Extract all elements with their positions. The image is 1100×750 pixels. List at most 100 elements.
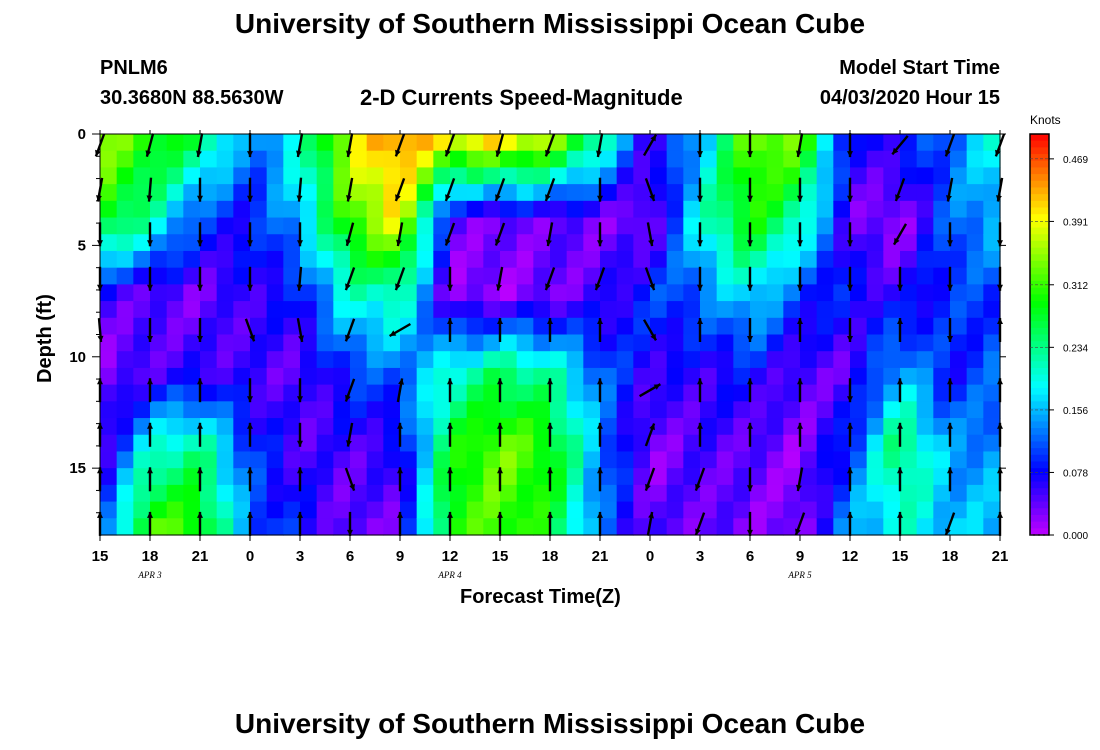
colorbar-tick-label: 0.078 — [1063, 468, 1088, 479]
heatmap-cell — [116, 401, 134, 419]
heatmap-cell — [750, 367, 768, 386]
heatmap-cell — [816, 167, 834, 185]
heatmap-cell — [866, 134, 884, 152]
heatmap-cell — [666, 451, 684, 469]
heatmap-cell — [750, 484, 768, 503]
heatmap-cell — [566, 418, 584, 436]
heatmap-cell — [116, 200, 134, 219]
heatmap-cell — [850, 384, 868, 402]
current-arrow — [597, 222, 603, 247]
heatmap-cell — [500, 200, 518, 219]
heatmap-cell — [383, 234, 401, 252]
current-arrow — [547, 378, 553, 403]
heatmap-cell — [800, 284, 818, 302]
heatmap-cell — [200, 484, 218, 503]
heatmap-cell — [300, 367, 318, 386]
heatmap-cell — [200, 200, 218, 219]
heatmap-cell — [150, 217, 168, 235]
heatmap-cell — [416, 267, 434, 285]
current-arrow — [797, 378, 803, 403]
heatmap-cell — [616, 418, 634, 436]
colorbar-step — [1030, 488, 1049, 496]
heatmap-cell — [583, 150, 601, 169]
heatmap-cell — [500, 334, 518, 352]
heatmap-cell — [783, 418, 801, 436]
heatmap-cell — [683, 468, 701, 486]
heatmap-cell — [283, 301, 301, 319]
heatmap-cell — [133, 284, 151, 302]
heatmap-cell — [533, 367, 551, 386]
heatmap-cell — [566, 250, 584, 269]
heatmap-cell — [400, 334, 418, 352]
heatmap-cell — [550, 484, 568, 503]
heatmap-cell — [333, 351, 351, 369]
heatmap-cell — [250, 351, 268, 369]
heatmap-cell — [800, 317, 818, 336]
heatmap-cell — [766, 134, 784, 152]
heatmap-cell — [550, 351, 568, 369]
colorbar-step — [1030, 508, 1049, 516]
colorbar-step — [1030, 154, 1049, 162]
heatmap-cell — [800, 267, 818, 285]
heatmap-cell — [150, 351, 168, 369]
heatmap-cell — [400, 301, 418, 319]
heatmap-cell — [900, 250, 918, 269]
heatmap-cell — [350, 384, 368, 402]
current-arrow — [396, 222, 404, 247]
heatmap-cell — [650, 367, 668, 386]
heatmap-cell — [450, 518, 468, 536]
heatmap-cell — [933, 234, 951, 252]
heatmap-cell — [766, 384, 784, 402]
heatmap-cell — [550, 384, 568, 402]
heatmap-cell — [750, 351, 768, 369]
heatmap-cell — [983, 451, 1001, 469]
heatmap-cell — [850, 234, 868, 252]
heatmap-cell — [350, 418, 368, 436]
colorbar-step — [1030, 494, 1049, 503]
heatmap-cell — [333, 451, 351, 469]
heatmap-cell — [983, 234, 1001, 252]
heatmap-cell — [233, 234, 251, 252]
heatmap-cell — [166, 334, 184, 352]
heatmap-cell — [683, 284, 701, 302]
heatmap-cell — [566, 234, 584, 252]
colorbar-step — [1030, 287, 1049, 295]
heatmap-cell — [216, 167, 234, 185]
heatmap-cell — [316, 418, 334, 436]
heatmap-cell — [900, 184, 918, 202]
heatmap-cell — [850, 367, 868, 386]
heatmap-cell — [366, 401, 384, 419]
colorbar-step — [1030, 394, 1049, 402]
current-arrow — [544, 177, 556, 202]
heatmap-cell — [666, 384, 684, 402]
heatmap-cell — [250, 317, 268, 336]
heatmap-cell — [466, 234, 484, 252]
heatmap-cell — [416, 484, 434, 503]
current-arrow — [447, 467, 453, 492]
heatmap-cell — [466, 167, 484, 185]
heatmap-cell — [733, 184, 751, 202]
heatmap-cell — [483, 317, 501, 336]
heatmap-cell — [466, 351, 484, 369]
heatmap-cell — [200, 150, 218, 169]
heatmap-cell — [416, 418, 434, 436]
heatmap-cell — [816, 484, 834, 503]
heatmap-cell — [200, 384, 218, 402]
heatmap-cell — [333, 200, 351, 219]
heatmap-cell — [483, 200, 501, 219]
current-arrow — [147, 318, 153, 342]
heatmap-cell — [100, 200, 118, 219]
heatmap-cell — [116, 468, 134, 486]
x-tick-label: 18 — [942, 548, 959, 565]
heatmap-cell — [400, 150, 418, 169]
heatmap-cell — [433, 234, 451, 252]
heatmap-cell — [300, 250, 318, 269]
heatmap-cell — [516, 434, 534, 453]
model-start-value: 04/03/2020 Hour 15 — [819, 87, 1000, 109]
heatmap-cell — [883, 250, 901, 269]
heatmap-cell — [266, 351, 284, 369]
heatmap-cell — [766, 200, 784, 219]
heatmap-cell — [583, 434, 601, 453]
heatmap-cell — [866, 334, 884, 352]
